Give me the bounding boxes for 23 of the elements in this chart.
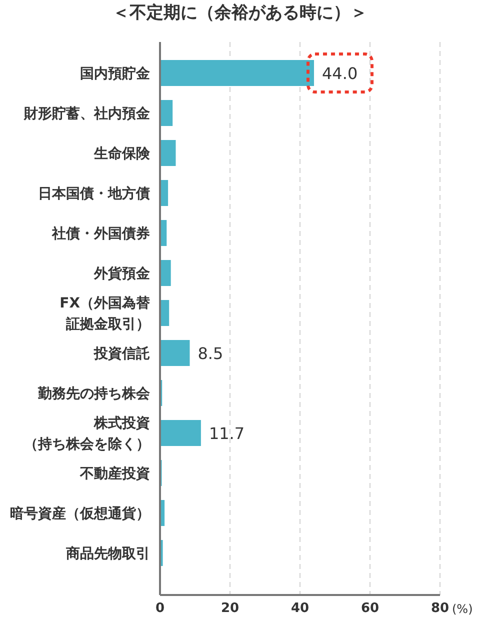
x-tick-label: 20 — [220, 601, 240, 616]
data-label: 44.0 — [322, 64, 358, 83]
y-tick-label: 投資信託 — [93, 346, 150, 362]
y-tick-label: 外貨預金 — [93, 266, 151, 282]
y-tick-label: FX（外国為替証拠金取引） — [60, 296, 151, 332]
x-tick-label: 40 — [290, 601, 310, 616]
x-tick-label: 0 — [155, 601, 165, 616]
chart-title: ＜不定期に（余裕がある時に）＞ — [112, 2, 368, 24]
x-tick-label: 80 — [430, 601, 450, 616]
y-tick-label: 暗号資産（仮想通貨） — [10, 505, 150, 522]
x-tick-label: 60 — [360, 601, 380, 616]
y-tick-label: 生命保険 — [93, 146, 151, 162]
y-tick-label: 商品先物取引 — [65, 545, 150, 562]
data-label: 11.7 — [208, 424, 245, 443]
x-axis-title: (%) — [452, 602, 473, 616]
y-tick-label: 勤務先の持ち株会 — [37, 386, 151, 402]
y-tick-label: 不動産投資 — [79, 465, 150, 482]
y-tick-label: 財形貯蓄、社内預金 — [23, 105, 151, 122]
y-tick-label: 株式投資（持ち株会を除く） — [24, 416, 150, 452]
y-tick-label: 日本国債・地方債 — [38, 185, 150, 202]
data-label: 8.5 — [198, 344, 224, 363]
y-tick-label: 社債・外国債券 — [51, 226, 150, 242]
y-tick-label: 国内預貯金 — [80, 65, 151, 82]
